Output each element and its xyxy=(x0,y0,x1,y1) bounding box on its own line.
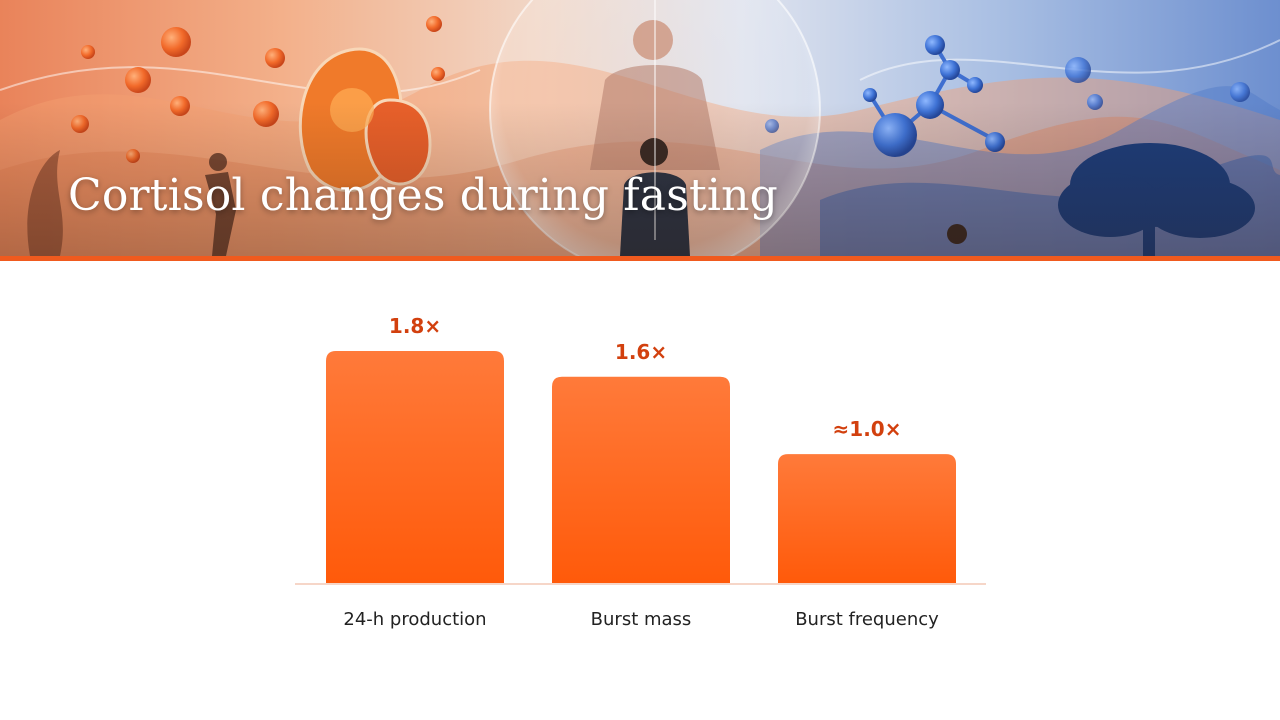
accent-rule xyxy=(0,256,1280,261)
category-label: 24-h production xyxy=(343,609,486,630)
banner-shade xyxy=(0,0,1280,256)
value-label: 1.6× xyxy=(615,340,667,364)
category-label: Burst frequency xyxy=(795,609,939,630)
bar-24-h-production xyxy=(326,351,504,583)
tree-silhouette-icon xyxy=(1058,143,1255,256)
category-label: Burst mass xyxy=(591,609,692,630)
header-banner: Cortisol changes during fasting xyxy=(0,0,1280,256)
value-label: 1.8× xyxy=(389,314,441,338)
runner-silhouette-icon xyxy=(205,153,236,256)
bar-burst-frequency xyxy=(778,454,956,583)
adrenal-gland-icon xyxy=(298,47,432,192)
page-title: Cortisol changes during fasting xyxy=(68,170,779,221)
value-label: ≈1.0× xyxy=(833,417,902,441)
bar-burst-mass xyxy=(552,376,730,583)
banner-illustration xyxy=(0,0,1280,256)
